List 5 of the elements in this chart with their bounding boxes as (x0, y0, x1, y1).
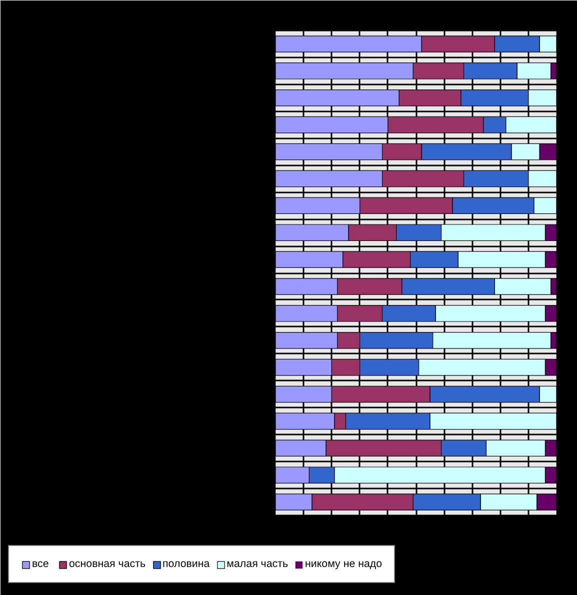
legend-label: малая часть (226, 558, 288, 570)
legend-label: все (32, 558, 50, 570)
legend-label: половина (162, 558, 210, 570)
legend-label: никому не надо (305, 558, 382, 570)
legend-label: основная часть (69, 558, 146, 570)
